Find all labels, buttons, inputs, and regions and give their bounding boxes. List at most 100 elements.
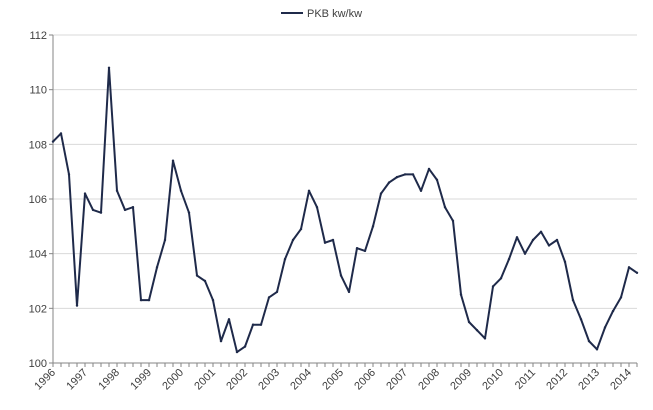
data-point	[139, 298, 143, 302]
data-point	[355, 247, 359, 250]
data-point	[491, 285, 495, 288]
x-tick-label: 1998	[96, 367, 122, 393]
data-point	[107, 66, 111, 70]
data-point	[555, 238, 559, 242]
x-axis-tick-labels: 1996 1997 1998 1999 2000 2001 2002 2003 2004 2005…	[32, 367, 634, 393]
data-point	[507, 257, 511, 261]
x-tick-label: 2008	[416, 367, 442, 393]
gridlines	[53, 34, 637, 309]
data-point	[547, 244, 551, 247]
data-point	[195, 274, 199, 277]
data-point	[459, 293, 463, 296]
x-tick-label: 2011	[513, 367, 538, 392]
data-point	[219, 339, 223, 343]
data-point	[315, 206, 319, 209]
x-tick-label: 2009	[448, 367, 474, 393]
data-point	[267, 296, 271, 299]
data-point	[363, 249, 367, 253]
x-tick-label: 1996	[32, 367, 58, 393]
data-point	[531, 238, 535, 242]
data-point	[179, 189, 183, 192]
data-point	[627, 266, 631, 269]
data-point	[475, 329, 479, 332]
legend-label: PKB kw/kw	[307, 8, 362, 20]
x-tick-label: 2013	[576, 367, 602, 393]
data-point	[235, 350, 239, 354]
data-point	[51, 140, 55, 143]
data-point	[131, 206, 135, 209]
data-point	[211, 298, 215, 302]
data-point	[611, 309, 615, 313]
data-point	[595, 348, 599, 351]
data-point	[483, 337, 487, 340]
y-tick-label: 108	[29, 139, 47, 151]
data-point	[467, 320, 471, 324]
data-point	[419, 189, 423, 192]
data-point	[187, 211, 191, 214]
x-tick-label: 2004	[288, 367, 314, 393]
data-point	[83, 192, 87, 195]
data-point	[579, 318, 583, 321]
x-tick-label: 2007	[384, 367, 410, 393]
data-point	[91, 208, 95, 212]
x-tick-label: 1997	[64, 367, 90, 393]
legend: PKB kw/kw	[281, 8, 362, 20]
data-point	[435, 178, 439, 182]
data-point	[451, 219, 455, 223]
data-point	[411, 173, 415, 176]
data-point	[323, 241, 327, 244]
data-point	[539, 230, 543, 233]
data-point	[371, 225, 375, 228]
data-point	[171, 159, 175, 162]
x-tick-label: 2006	[352, 367, 378, 393]
data-point	[307, 189, 311, 192]
data-point	[115, 189, 119, 192]
data-point	[75, 304, 79, 307]
data-point	[635, 271, 639, 274]
data-point	[275, 290, 279, 294]
y-tick-label: 104	[29, 249, 47, 261]
data-point	[587, 339, 591, 343]
data-point	[571, 298, 575, 302]
x-tick-label: 2014	[608, 367, 634, 393]
y-tick-label: 110	[29, 85, 47, 97]
y-tick-label: 112	[29, 30, 47, 42]
data-point	[443, 206, 447, 209]
x-tick-label: 2010	[480, 367, 506, 393]
data-point	[59, 132, 63, 135]
data-point	[523, 252, 527, 255]
data-point	[379, 192, 383, 195]
data-point	[259, 323, 263, 326]
data-point	[155, 266, 159, 269]
x-tick-label: 1999	[128, 367, 154, 393]
x-tick-label: 2003	[256, 367, 282, 393]
y-axis-tick-labels: 100 102 104 106 108 110 112	[29, 30, 47, 370]
y-tick-label: 106	[29, 194, 47, 206]
data-point	[499, 277, 503, 280]
data-point	[299, 227, 303, 231]
x-tick-label: 2001	[192, 367, 218, 393]
data-point	[403, 173, 407, 176]
data-point	[147, 298, 151, 302]
data-point	[331, 238, 335, 242]
series-line-pkb	[52, 66, 638, 354]
data-point	[563, 260, 567, 264]
series-layer	[51, 66, 639, 354]
data-point	[291, 238, 295, 242]
data-point	[123, 208, 127, 212]
data-point	[395, 175, 399, 179]
data-point	[619, 296, 623, 299]
data-point	[515, 236, 519, 239]
data-point	[243, 345, 247, 348]
data-point	[99, 211, 103, 214]
x-tick-label: 2012	[544, 367, 570, 393]
y-tick-label: 100	[29, 358, 47, 370]
data-point	[387, 181, 391, 184]
data-point	[427, 167, 431, 171]
data-point	[227, 318, 231, 321]
data-point	[603, 326, 607, 329]
data-point	[347, 290, 351, 294]
data-point	[283, 257, 287, 261]
data-point	[203, 279, 207, 283]
